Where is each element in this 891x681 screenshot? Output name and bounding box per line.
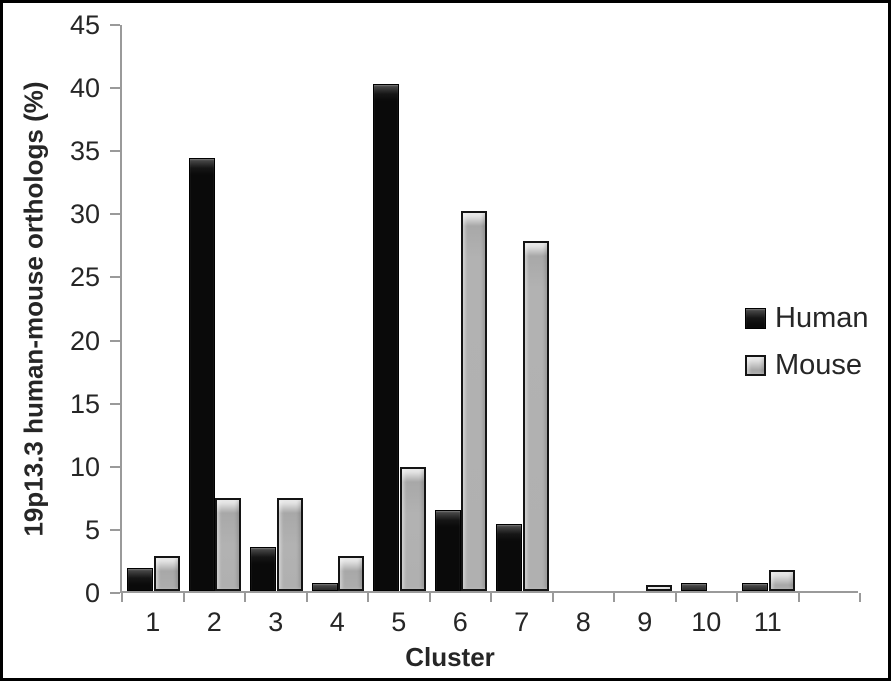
legend-label-mouse: Mouse xyxy=(775,349,863,381)
x-tick-mark xyxy=(182,593,185,602)
legend-item-human: Human xyxy=(745,302,869,335)
x-tick-mark xyxy=(121,593,123,602)
bar-mouse-cluster-5 xyxy=(399,467,426,591)
legend-item-mouse: Mouse xyxy=(745,349,869,382)
x-tick-label: 4 xyxy=(329,607,345,637)
bar-human-cluster-10 xyxy=(680,583,707,591)
y-tick-mark xyxy=(110,402,120,405)
bar-mouse-cluster-4 xyxy=(338,555,364,591)
y-tick-mark xyxy=(110,213,120,216)
x-tick-label: 2 xyxy=(206,607,222,637)
y-tick-mark xyxy=(110,87,120,90)
x-tick-label: 3 xyxy=(268,607,284,637)
x-tick-mark xyxy=(736,593,738,602)
bar-human-cluster-6 xyxy=(434,510,461,591)
y-tick-label: 20 xyxy=(69,325,100,356)
plot-area: 0 5 10 15 20 25 30 35 40 45 1 2 3 4 5 6 7 8 9 10 11 xyxy=(70,10,861,637)
bar-human-cluster-11 xyxy=(742,583,768,591)
bar-human-cluster-7 xyxy=(496,524,522,591)
x-tick-mark xyxy=(613,593,615,602)
bar-human-cluster-1 xyxy=(127,568,153,591)
legend-swatch-mouse xyxy=(745,355,766,376)
bar-human-cluster-4 xyxy=(311,583,338,591)
x-tick-mark xyxy=(244,593,246,602)
x-tick-label: 8 xyxy=(575,607,591,637)
x-tick-label: 7 xyxy=(514,607,530,637)
y-tick-label: 40 xyxy=(69,73,100,104)
x-tick-label: 6 xyxy=(452,607,468,637)
bar-mouse-cluster-3 xyxy=(276,497,303,591)
bar-human-cluster-3 xyxy=(250,546,276,591)
y-tick-mark xyxy=(110,276,120,279)
bar-mouse-cluster-6 xyxy=(461,211,487,591)
bar-mouse-cluster-1 xyxy=(153,555,180,591)
bar-human-cluster-5 xyxy=(373,83,399,591)
x-tick-mark xyxy=(797,593,800,602)
x-tick-mark xyxy=(428,593,431,602)
y-tick-mark xyxy=(110,465,120,468)
y-tick-label: 5 xyxy=(84,514,100,545)
y-tick-mark xyxy=(110,150,120,153)
bar-mouse-cluster-9 xyxy=(645,584,672,591)
x-tick-mark xyxy=(859,593,861,602)
x-tick-mark xyxy=(490,593,492,602)
y-tick-label: 0 xyxy=(84,578,100,608)
x-tick-label: 9 xyxy=(637,607,653,637)
y-tick-label: 35 xyxy=(69,136,100,167)
bar-human-cluster-2 xyxy=(188,158,215,591)
bar-mouse-cluster-11 xyxy=(768,569,795,591)
legend-swatch-human xyxy=(745,308,766,329)
legend-label-human: Human xyxy=(775,302,869,334)
y-tick-label: 30 xyxy=(69,199,100,230)
x-tick-mark xyxy=(551,593,554,602)
x-tick-label: 10 xyxy=(691,607,722,637)
x-tick-label: 1 xyxy=(145,607,161,637)
x-tick-label: 5 xyxy=(391,607,407,637)
x-axis-title: Cluster xyxy=(405,642,495,672)
y-tick-mark xyxy=(110,339,120,342)
y-tick-mark xyxy=(110,24,120,26)
x-tick-mark xyxy=(367,593,369,602)
legend: Human Mouse xyxy=(745,302,869,396)
bar-mouse-cluster-7 xyxy=(522,241,549,591)
bar-mouse-cluster-2 xyxy=(215,497,241,591)
y-tick-label: 15 xyxy=(69,388,100,419)
x-tick-label: 11 xyxy=(753,607,782,637)
x-tick-mark xyxy=(674,593,677,602)
y-tick-mark xyxy=(110,592,120,594)
y-tick-label: 25 xyxy=(69,262,100,293)
y-tick-label: 45 xyxy=(69,10,100,40)
x-tick-mark xyxy=(305,593,308,602)
y-tick-mark xyxy=(110,528,120,531)
y-tick-label: 10 xyxy=(69,451,100,482)
